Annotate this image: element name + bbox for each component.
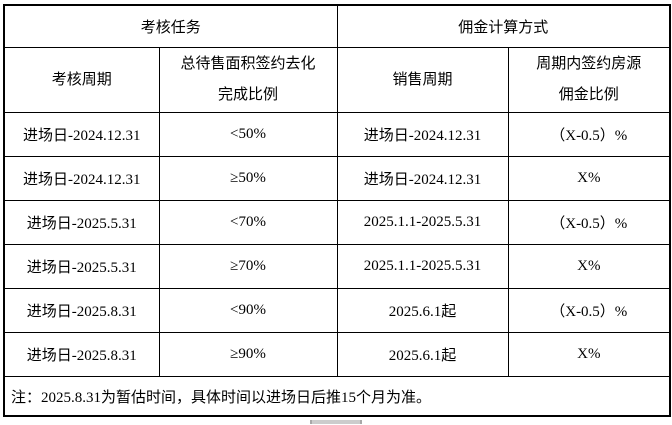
header-commission-method: 佣金计算方式 — [336, 4, 671, 48]
table-cell: X% — [507, 156, 671, 201]
column-header-assessment-period: 考核周期 — [3, 47, 160, 113]
table-cell: 进场日-2024.12.31 — [336, 156, 509, 201]
table-row-footnote: 注：2025.8.31为暂估时间，具体时间以进场日后推15个月为准。 — [3, 376, 671, 417]
table-row: 进场日-2024.12.31 <50% 进场日-2024.12.31 （X-0.… — [3, 112, 671, 157]
table-row: 进场日-2025.8.31 <90% 2025.6.1起 （X-0.5）% — [3, 288, 671, 333]
column-header-sales-period: 销售周期 — [336, 47, 509, 113]
table-row: 进场日-2024.12.31 ≥50% 进场日-2024.12.31 X% — [3, 156, 671, 201]
table-cell: 2025.6.1起 — [336, 288, 509, 333]
header-assessment-task: 考核任务 — [3, 4, 338, 48]
table-cell: ≥90% — [158, 332, 338, 377]
table-cell: ≥50% — [158, 156, 338, 201]
column-header-completion-ratio: 总待售面积签约去化 完成比例 — [158, 47, 338, 113]
table-row: 进场日-2025.5.31 <70% 2025.1.1-2025.5.31 （X… — [3, 200, 671, 245]
table-row: 进场日-2025.5.31 ≥70% 2025.1.1-2025.5.31 X% — [3, 244, 671, 289]
table-cell: X% — [507, 332, 671, 377]
table-cell: （X-0.5）% — [507, 288, 671, 333]
table-row: 进场日-2025.8.31 ≥90% 2025.6.1起 X% — [3, 332, 671, 377]
scrollbar-fragment — [310, 420, 362, 424]
table-cell: <50% — [158, 112, 338, 157]
table-cell: <90% — [158, 288, 338, 333]
table-cell: <70% — [158, 200, 338, 245]
table-cell: （X-0.5）% — [507, 112, 671, 157]
table-cell: ≥70% — [158, 244, 338, 289]
table-cell: 2025.6.1起 — [336, 332, 509, 377]
table-cell: X% — [507, 244, 671, 289]
table-cell: 进场日-2025.8.31 — [3, 332, 160, 377]
table-cell: 进场日-2025.5.31 — [3, 244, 160, 289]
table-cell: 进场日-2024.12.31 — [3, 156, 160, 201]
table-cell: 进场日-2025.5.31 — [3, 200, 160, 245]
column-header-commission-rate: 周期内签约房源 佣金比例 — [507, 47, 671, 113]
table-row-column-headers: 考核周期 总待售面积签约去化 完成比例 销售周期 周期内签约房源 佣金比例 — [3, 47, 671, 113]
table-row-group-headers: 考核任务 佣金计算方式 — [3, 4, 671, 48]
footnote: 注：2025.8.31为暂估时间，具体时间以进场日后推15个月为准。 — [3, 376, 671, 417]
commission-table: 考核任务 佣金计算方式 考核周期 总待售面积签约去化 完成比例 销售周期 周期内… — [3, 4, 672, 417]
table-cell: 进场日-2024.12.31 — [336, 112, 509, 157]
table-cell: 2025.1.1-2025.5.31 — [336, 244, 509, 289]
table-cell: 进场日-2024.12.31 — [3, 112, 160, 157]
table-cell: 进场日-2025.8.31 — [3, 288, 160, 333]
table-cell: （X-0.5）% — [507, 200, 671, 245]
table-cell: 2025.1.1-2025.5.31 — [336, 200, 509, 245]
